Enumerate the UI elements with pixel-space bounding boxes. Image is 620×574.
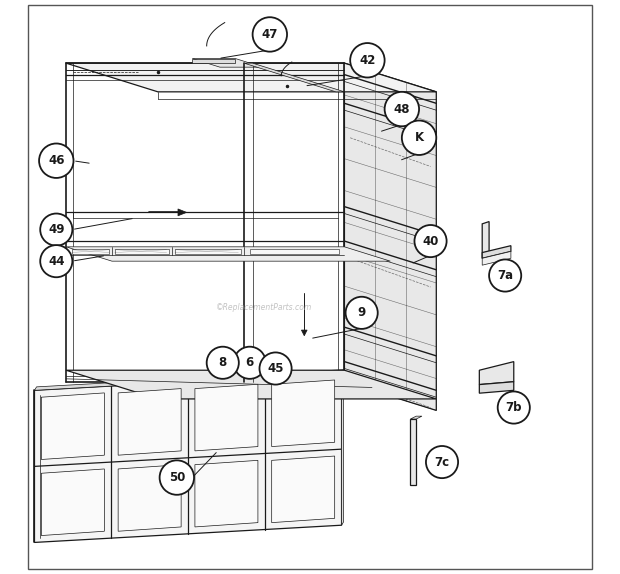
Polygon shape (42, 393, 104, 459)
Text: 48: 48 (394, 103, 410, 115)
Circle shape (40, 214, 73, 246)
Text: 47: 47 (262, 28, 278, 41)
Polygon shape (35, 373, 342, 542)
Polygon shape (272, 380, 335, 447)
Text: 8: 8 (219, 356, 227, 369)
Circle shape (426, 446, 458, 478)
Text: 7b: 7b (505, 401, 522, 414)
Polygon shape (410, 416, 422, 419)
Text: ©ReplacementParts.com: ©ReplacementParts.com (216, 302, 312, 312)
Text: 42: 42 (359, 54, 376, 67)
Polygon shape (482, 246, 511, 258)
Polygon shape (482, 222, 489, 258)
Polygon shape (118, 389, 181, 455)
Polygon shape (192, 59, 263, 67)
Polygon shape (66, 63, 436, 92)
Circle shape (498, 391, 530, 424)
Polygon shape (66, 370, 436, 399)
Polygon shape (208, 359, 229, 370)
Circle shape (402, 121, 436, 155)
Text: 7c: 7c (435, 456, 449, 468)
Circle shape (260, 352, 291, 385)
Circle shape (345, 297, 378, 329)
Polygon shape (195, 385, 258, 451)
Text: K: K (415, 131, 423, 144)
Polygon shape (66, 247, 391, 261)
Polygon shape (272, 456, 335, 522)
Polygon shape (42, 469, 104, 536)
Circle shape (206, 347, 239, 379)
Polygon shape (342, 370, 343, 525)
Text: 45: 45 (267, 362, 284, 375)
Text: 46: 46 (48, 154, 64, 167)
Circle shape (159, 460, 194, 495)
Text: 6: 6 (246, 356, 254, 369)
Polygon shape (250, 249, 339, 254)
Polygon shape (410, 419, 416, 485)
Circle shape (350, 43, 384, 77)
Text: 9: 9 (358, 307, 366, 319)
Polygon shape (244, 63, 345, 92)
Circle shape (40, 245, 73, 277)
Circle shape (234, 347, 266, 379)
Text: 7a: 7a (497, 269, 513, 282)
Text: 40: 40 (422, 235, 439, 247)
Polygon shape (118, 465, 181, 532)
Text: 44: 44 (48, 255, 64, 267)
Polygon shape (175, 249, 241, 254)
Polygon shape (178, 209, 187, 216)
Polygon shape (192, 59, 236, 63)
Circle shape (252, 17, 287, 52)
Polygon shape (35, 370, 343, 390)
Text: 49: 49 (48, 223, 64, 236)
Polygon shape (115, 249, 169, 254)
Polygon shape (479, 362, 514, 385)
Polygon shape (345, 63, 436, 410)
Polygon shape (479, 382, 514, 393)
Text: 50: 50 (169, 471, 185, 484)
Polygon shape (72, 249, 109, 254)
Circle shape (39, 144, 74, 178)
Polygon shape (301, 330, 307, 336)
Circle shape (384, 92, 419, 126)
Circle shape (414, 225, 446, 257)
Polygon shape (482, 251, 511, 265)
Circle shape (489, 259, 521, 292)
Polygon shape (195, 460, 258, 527)
